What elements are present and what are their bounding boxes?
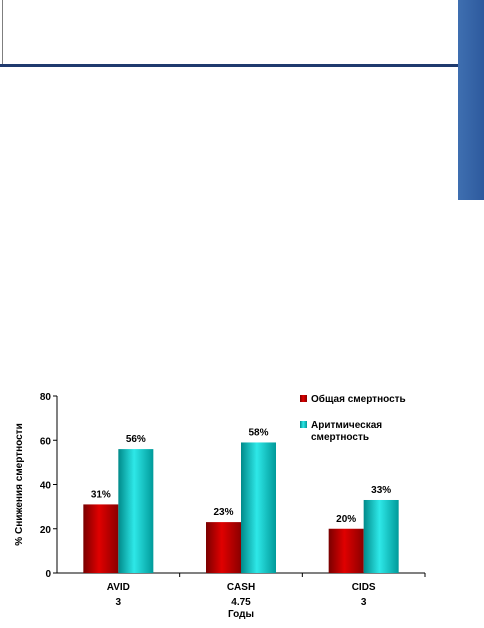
x-axis-title: Годы: [228, 609, 254, 620]
legend-label-1: Общая смертность: [311, 393, 406, 405]
category-label: AVID: [107, 582, 130, 593]
y-tick-label: 40: [40, 481, 52, 492]
legend-swatch-2: [300, 421, 307, 428]
legend-line: Аритмическая: [311, 420, 382, 431]
y-tick-label: 60: [40, 436, 52, 447]
bar-2: [241, 442, 276, 573]
y-tick-label: 20: [40, 525, 52, 536]
data-label: 56%: [126, 434, 146, 445]
category-sublabel: 4.75: [231, 597, 251, 608]
bar-1: [206, 522, 241, 573]
bar-1: [328, 528, 364, 573]
data-label: 20%: [336, 514, 356, 525]
bar-2: [363, 499, 399, 573]
y-tick-label: 80: [40, 392, 52, 403]
y-tick-label: 0: [45, 569, 51, 580]
mortality-reduction-chart: 0 20 40 60 80 31% 56% AVID 3 23% 58% CASH 4.75 20% 33%…: [14, 392, 426, 620]
data-label: 33%: [371, 485, 391, 496]
category-sublabel: 3: [116, 597, 122, 608]
y-axis-title: % Снижения смертности: [14, 423, 25, 545]
legend-line: Общая смертность: [311, 393, 406, 405]
category-label: CIDS: [352, 582, 376, 593]
legend-line: смертность: [311, 432, 369, 443]
side-accent-bar: [458, 0, 484, 200]
header-divider: [0, 64, 458, 67]
data-label: 58%: [248, 427, 268, 438]
data-label: 23%: [213, 507, 233, 518]
category-sublabel: 3: [361, 597, 367, 608]
bar-1: [83, 504, 119, 573]
legend-label-2: Аритмическая смертность: [311, 420, 382, 443]
legend-swatch-1: [300, 395, 307, 402]
category-label: CASH: [227, 582, 255, 593]
chart-body: 0 20 40 60 80 31% 56% AVID 3 23% 58% CASH 4.75 20% 33%…: [14, 392, 426, 620]
title-placeholder: [2, 0, 456, 64]
data-label: 31%: [91, 489, 111, 500]
bar-2: [118, 449, 154, 573]
